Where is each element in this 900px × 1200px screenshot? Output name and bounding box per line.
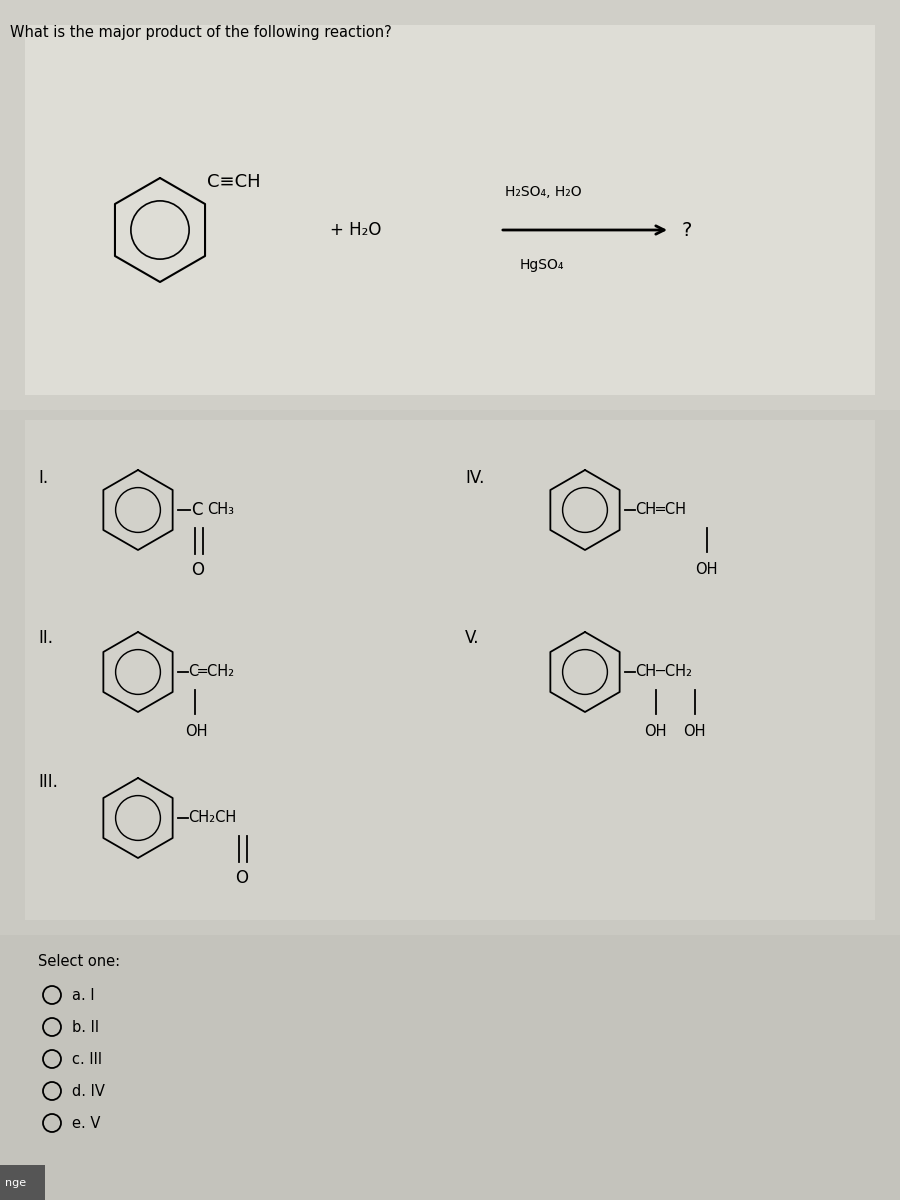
Text: V.: V. [465, 629, 480, 647]
Text: C≡CH: C≡CH [207, 173, 261, 191]
Text: a. I: a. I [72, 988, 94, 1002]
Text: d. IV: d. IV [72, 1084, 105, 1098]
Bar [0, 935, 900, 1200]
Text: + H₂O: + H₂O [330, 221, 382, 239]
Text: IV.: IV. [465, 469, 484, 487]
Bar [25, 25, 875, 395]
Text: CH─CH₂: CH─CH₂ [635, 665, 692, 679]
Text: Select one:: Select one: [38, 954, 120, 970]
Text: OH: OH [683, 725, 706, 739]
Text: HgSO₄: HgSO₄ [520, 258, 564, 272]
Text: II.: II. [38, 629, 53, 647]
Text: e. V: e. V [72, 1116, 101, 1130]
Text: O: O [191, 560, 204, 578]
Text: ?: ? [682, 221, 692, 240]
Text: b. II: b. II [72, 1020, 99, 1034]
Text: CH₃: CH₃ [207, 503, 234, 517]
Text: O: O [235, 869, 248, 887]
Text: OH: OH [644, 725, 667, 739]
Text: What is the major product of the following reaction?: What is the major product of the followi… [10, 24, 391, 40]
Bar [0, 410, 900, 935]
Text: nge: nge [5, 1178, 26, 1188]
Text: c. III: c. III [72, 1051, 102, 1067]
Text: OH: OH [695, 563, 717, 577]
Text: III.: III. [38, 773, 58, 791]
Text: CH₂CH: CH₂CH [188, 810, 236, 826]
Text: OH: OH [185, 725, 208, 739]
Text: H₂SO₄, H₂O: H₂SO₄, H₂O [505, 185, 581, 199]
Text: C: C [191, 502, 202, 518]
Bar [0, 0, 900, 410]
Bar [0, 1165, 45, 1200]
Text: I.: I. [38, 469, 48, 487]
Text: CH═CH: CH═CH [635, 503, 686, 517]
Bar [25, 420, 875, 920]
Text: C═CH₂: C═CH₂ [188, 665, 234, 679]
